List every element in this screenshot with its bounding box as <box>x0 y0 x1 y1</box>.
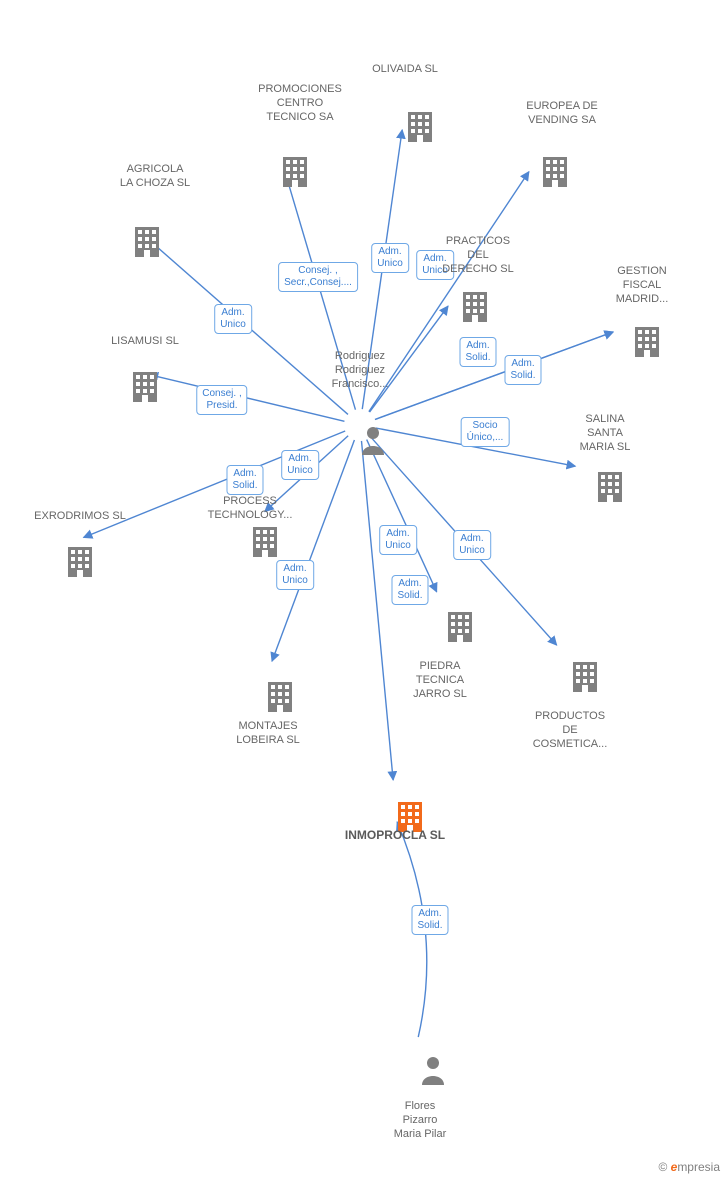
edge-label: Socio Único,... <box>461 417 510 447</box>
edge-label: Adm. Unico <box>214 304 252 334</box>
edge-label: Adm. Unico <box>276 560 314 590</box>
edge-label: Adm. Solid. <box>459 337 496 367</box>
edge-label: Adm. Unico <box>379 525 417 555</box>
edge-label: Adm. Unico <box>281 450 319 480</box>
edge-label: Adm. Solid. <box>391 575 428 605</box>
copyright-label: © empresia <box>658 1160 720 1174</box>
edge-label: Adm. Unico <box>453 530 491 560</box>
edge-label: Consej. , Secr.,Consej.... <box>278 262 358 292</box>
edge-label: Adm. Solid. <box>411 905 448 935</box>
edge-label: Adm. Solid. <box>226 465 263 495</box>
edge <box>84 431 346 537</box>
edge <box>367 440 437 592</box>
network-edges <box>0 0 728 1180</box>
edge-label: Consej. , Presid. <box>196 385 247 415</box>
edge-label: Adm. Solid. <box>504 355 541 385</box>
edge-label: Adm. Unico <box>416 250 454 280</box>
edge-label: Adm. Unico <box>371 243 409 273</box>
edge <box>361 441 393 780</box>
